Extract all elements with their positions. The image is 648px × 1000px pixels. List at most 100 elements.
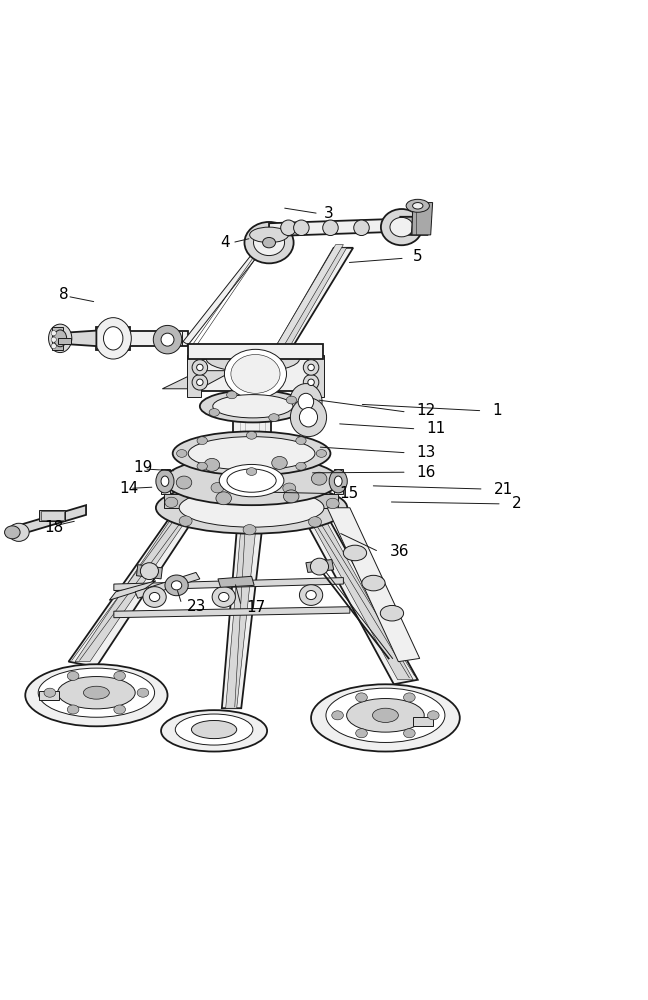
Text: 2: 2 [511,496,521,511]
Ellipse shape [262,237,275,248]
Ellipse shape [356,729,367,738]
Ellipse shape [246,468,257,475]
Ellipse shape [329,470,347,493]
Ellipse shape [390,217,413,237]
Polygon shape [52,327,63,350]
Ellipse shape [249,227,288,243]
Ellipse shape [165,497,178,508]
Text: 36: 36 [390,544,410,559]
Ellipse shape [413,203,423,209]
Ellipse shape [312,472,327,485]
Text: 3: 3 [324,206,334,221]
Ellipse shape [362,575,385,591]
Polygon shape [327,508,420,662]
Ellipse shape [197,462,207,470]
Polygon shape [222,508,264,708]
Ellipse shape [253,230,284,256]
Ellipse shape [244,222,294,263]
Ellipse shape [156,470,174,493]
Ellipse shape [308,517,321,527]
Ellipse shape [211,483,224,493]
Bar [41,511,64,520]
Ellipse shape [343,545,367,561]
Ellipse shape [299,585,323,605]
Ellipse shape [246,431,257,439]
Ellipse shape [380,605,404,621]
Ellipse shape [196,379,203,386]
Text: 8: 8 [59,287,69,302]
Ellipse shape [290,398,327,437]
Polygon shape [298,508,418,684]
Ellipse shape [283,483,295,493]
Ellipse shape [316,450,327,457]
Ellipse shape [326,498,339,509]
Polygon shape [400,217,431,235]
Ellipse shape [196,364,203,371]
Polygon shape [303,508,413,680]
Polygon shape [165,494,338,508]
Ellipse shape [179,516,192,526]
Text: 12: 12 [417,403,435,418]
Polygon shape [273,248,347,359]
Ellipse shape [212,587,235,607]
Ellipse shape [95,318,132,359]
Ellipse shape [38,668,155,717]
Ellipse shape [308,364,314,371]
Text: 11: 11 [426,421,445,436]
Polygon shape [114,578,343,591]
Polygon shape [75,508,194,662]
Ellipse shape [286,396,297,404]
Polygon shape [97,327,130,350]
Ellipse shape [219,464,284,497]
Ellipse shape [176,450,187,457]
Polygon shape [269,219,400,236]
Polygon shape [188,344,323,359]
Ellipse shape [323,220,338,236]
Ellipse shape [373,708,399,722]
Polygon shape [310,355,324,397]
Polygon shape [114,607,350,618]
Polygon shape [226,508,258,708]
Ellipse shape [231,355,280,393]
Ellipse shape [428,711,439,720]
Ellipse shape [191,720,237,739]
Bar [413,717,433,726]
Ellipse shape [306,591,316,600]
Text: 23: 23 [187,599,206,614]
Ellipse shape [332,711,343,720]
Polygon shape [163,371,233,389]
Ellipse shape [303,375,319,390]
Polygon shape [218,576,254,587]
Ellipse shape [310,558,329,575]
Ellipse shape [224,349,286,398]
Ellipse shape [406,199,430,212]
Ellipse shape [67,671,79,680]
Ellipse shape [165,575,188,596]
Polygon shape [269,248,353,359]
Ellipse shape [281,220,296,236]
Ellipse shape [84,686,110,699]
Text: 14: 14 [119,481,138,496]
Ellipse shape [161,710,267,752]
Ellipse shape [272,456,287,469]
Polygon shape [187,355,201,397]
Ellipse shape [197,437,207,445]
Polygon shape [271,245,343,355]
Ellipse shape [290,384,322,420]
Ellipse shape [326,688,445,742]
Ellipse shape [381,209,422,245]
Ellipse shape [283,490,299,503]
Polygon shape [161,469,170,494]
Ellipse shape [243,525,256,535]
Ellipse shape [49,324,72,353]
Ellipse shape [25,664,168,726]
Ellipse shape [51,337,56,342]
Text: 19: 19 [133,460,153,475]
Ellipse shape [172,581,181,590]
Polygon shape [69,508,201,667]
Polygon shape [233,359,271,481]
Ellipse shape [334,476,342,486]
Ellipse shape [173,431,330,475]
Text: 18: 18 [45,520,64,535]
Ellipse shape [176,476,192,489]
